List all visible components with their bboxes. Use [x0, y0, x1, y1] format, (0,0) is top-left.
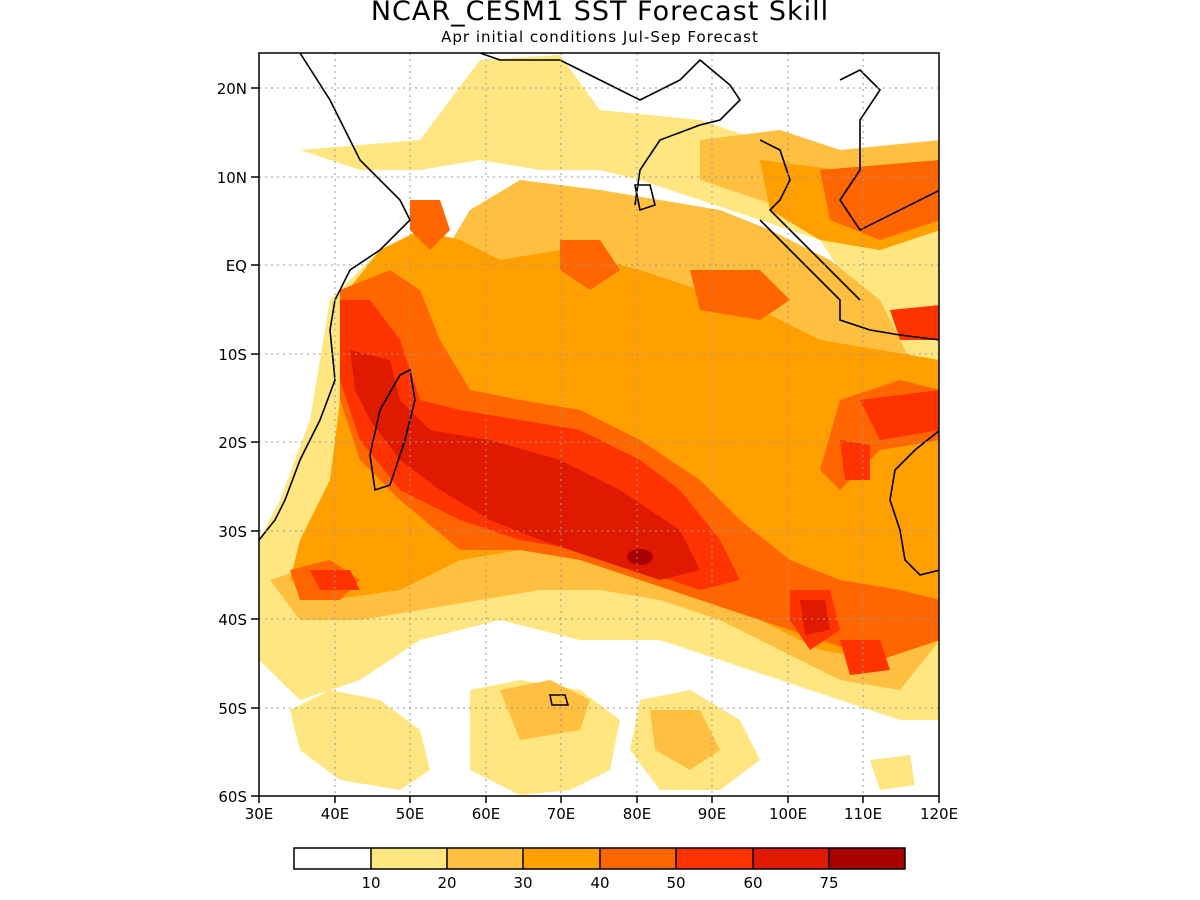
lat-label: 30S [218, 523, 247, 541]
coastline-borneo-indochina [839, 69, 939, 232]
lon-axis: 30E 40E 50E 60E 70E 80E 90E 100E 110E 12… [245, 796, 958, 823]
lat-label: 10N [217, 169, 247, 187]
lon-label: 50E [396, 805, 425, 823]
skill-patch [840, 440, 870, 480]
coastline-southeast-asia [759, 139, 861, 301]
lat-label: 40S [218, 611, 247, 629]
skill-patch [820, 160, 939, 240]
lon-label: 30E [245, 805, 274, 823]
colorbar-swatch [371, 848, 447, 869]
colorbar-label: 50 [666, 874, 685, 892]
map-frame [258, 52, 940, 797]
coastline-australia [889, 429, 939, 576]
coastline-sumatra-java [759, 219, 939, 341]
lon-label: 40E [321, 805, 350, 823]
lat-label: 20S [218, 434, 247, 452]
lon-label: 70E [547, 805, 576, 823]
chart-title: NCAR_CESM1 SST Forecast Skill [370, 0, 830, 27]
skill-contour-60-75 [350, 350, 700, 580]
lon-label: 90E [698, 805, 727, 823]
coastline-arabia-india [479, 53, 742, 206]
lat-label: 20N [217, 80, 247, 98]
colorbar-label: 75 [819, 874, 838, 892]
colorbar-swatch [753, 848, 829, 869]
lon-label: 80E [623, 805, 652, 823]
skill-patch [840, 640, 890, 675]
coastline-sri-lanka [634, 184, 656, 212]
skill-patch [690, 270, 790, 320]
lat-label: 60S [218, 788, 247, 806]
colorbar-swatch [523, 848, 600, 869]
lon-label: 100E [769, 805, 807, 823]
lat-axis: 20N 10N EQ 10S 20S 30S 40S 50S 60S [217, 80, 259, 806]
lat-label: 50S [218, 700, 247, 718]
colorbar-swatch [600, 848, 676, 869]
lon-label: 60E [472, 805, 501, 823]
lat-label: 10S [218, 346, 247, 364]
colorbar-label: 10 [361, 874, 380, 892]
lon-label: 120E [920, 805, 958, 823]
colorbar-label: 40 [590, 874, 609, 892]
skill-patch [860, 390, 939, 440]
skill-patch [310, 570, 360, 590]
skill-patch [870, 755, 915, 790]
gridlines [259, 53, 939, 796]
coastline-madagascar [369, 368, 416, 492]
colorbar-swatch [676, 848, 753, 869]
skill-patch [290, 690, 430, 790]
skill-patch [650, 710, 720, 770]
colorbar-label: 30 [513, 874, 532, 892]
colorbar-swatch [294, 848, 371, 869]
skill-patch [410, 200, 450, 250]
colorbar-swatch [447, 848, 523, 869]
lon-label: 110E [844, 805, 882, 823]
lat-label: EQ [226, 257, 247, 275]
skill-patch [500, 680, 590, 740]
skill-patch [890, 305, 939, 340]
skill-field [259, 53, 939, 795]
colorbar-swatch [829, 848, 905, 869]
chart-subtitle: Apr initial conditions Jul-Sep Forecast [441, 28, 759, 46]
colorbar-label: 20 [437, 874, 456, 892]
skill-patch [800, 600, 830, 635]
coastline-kerguelen [549, 694, 570, 706]
colorbar-label: 60 [743, 874, 762, 892]
colorbar: 10 20 30 40 50 60 75 [293, 847, 906, 892]
skill-contour-75-plus [627, 549, 653, 565]
